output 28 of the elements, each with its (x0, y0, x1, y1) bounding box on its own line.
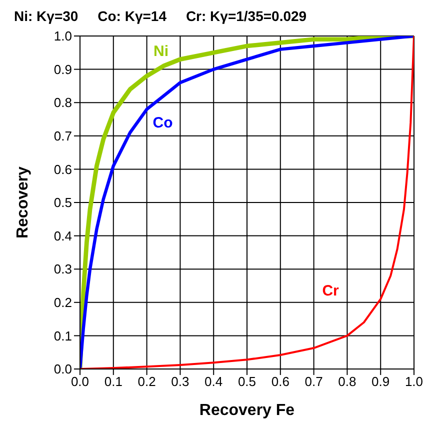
x-tick-label: 0.0 (70, 374, 90, 390)
x-tick-label: 0.5 (238, 374, 256, 390)
chart-title: Ni: Kγ=30 Co: Kγ=14 Cr: Kγ=1/35=0.029 (13, 8, 308, 26)
y-tick-label: 0.0 (54, 362, 72, 377)
x-tick-label: 0.1 (104, 374, 122, 390)
x-tick-label: 0.3 (171, 374, 190, 390)
x-tick-label: 0.7 (304, 374, 323, 390)
y-tick-label: 0.4 (54, 228, 72, 244)
y-axis-title: Recovery (14, 166, 32, 239)
x-tick-label: 0.2 (138, 374, 156, 390)
y-tick-label: 0.1 (54, 328, 72, 344)
y-tick-label: 0.8 (54, 95, 72, 110)
y-tick-label: 1.0 (54, 28, 72, 44)
y-tick-label: 0.3 (54, 262, 72, 277)
x-tick-label: 0.8 (338, 374, 356, 390)
x-tick-label: 0.9 (372, 374, 390, 390)
series-label: Co (152, 114, 173, 132)
y-tick-label: 0.5 (54, 195, 72, 210)
y-tick-label: 0.9 (54, 62, 72, 77)
x-tick-label: 0.6 (271, 374, 290, 390)
y-tick-label: 0.7 (54, 128, 72, 144)
series-label: Ni (154, 42, 168, 60)
x-axis-title: Recovery Fe (199, 402, 295, 419)
x-tick-label: 1.0 (404, 374, 424, 390)
y-tick-label: 0.2 (54, 295, 72, 310)
x-tick-label: 0.4 (204, 374, 223, 390)
text: Cr (322, 282, 340, 300)
y-tick-label: 0.6 (54, 162, 72, 177)
